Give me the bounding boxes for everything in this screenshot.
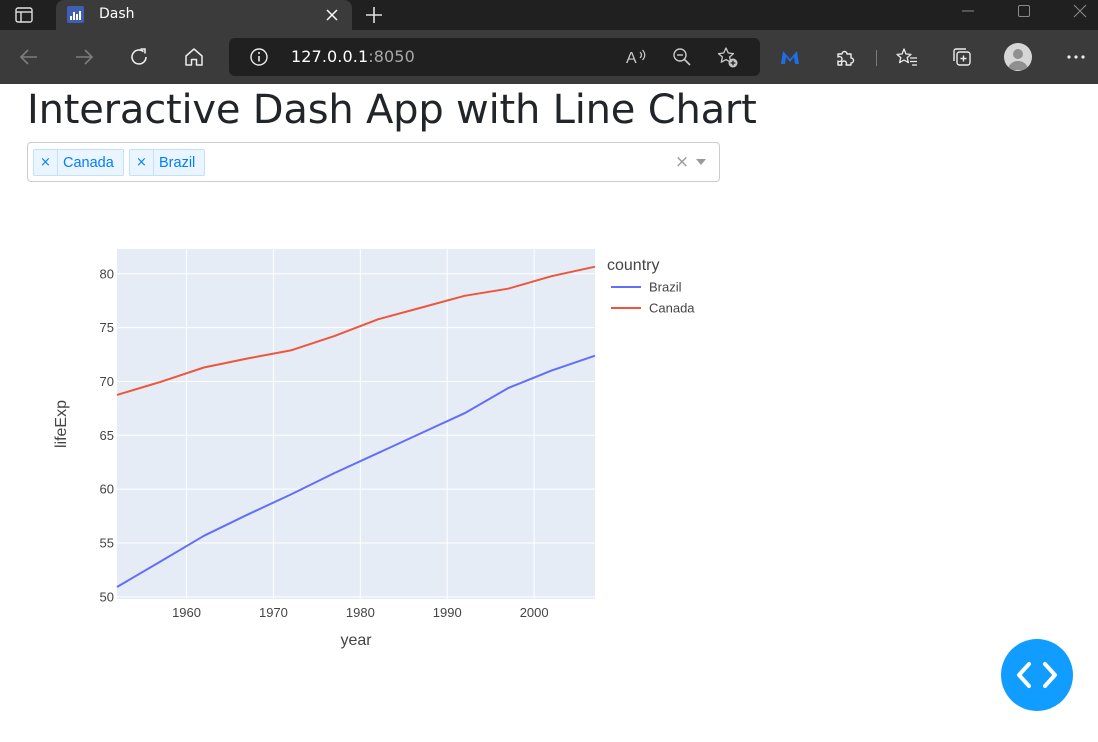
browser-tab-bar: Dash — [0, 0, 1098, 30]
chevron-down-icon[interactable] — [696, 159, 706, 165]
zoom-out-icon[interactable] — [667, 42, 697, 72]
plot-area — [117, 249, 595, 599]
toolbar-separator — [876, 50, 877, 66]
y-axis-title: lifeExp — [53, 400, 70, 448]
legend-item-brazil[interactable]: Brazil — [649, 280, 682, 295]
series-lines — [116, 265, 596, 588]
chip-label-canada: Canada — [63, 154, 114, 171]
series-line-canada[interactable] — [116, 265, 596, 396]
browser-toolbar: 127.0.0.1:8050 A — [0, 30, 1098, 84]
minimize-icon[interactable] — [948, 0, 988, 22]
avatar[interactable] — [1004, 43, 1032, 71]
refresh-icon[interactable] — [124, 42, 154, 72]
maximize-icon[interactable] — [1004, 0, 1044, 22]
address-bar[interactable]: 127.0.0.1:8050 A — [229, 38, 760, 76]
code-icon — [1017, 662, 1057, 688]
x-tick-label: 1970 — [259, 605, 288, 620]
back-arrow-icon[interactable] — [14, 42, 44, 72]
legend-title: country — [607, 257, 659, 274]
svg-text:A: A — [626, 50, 637, 67]
country-dropdown[interactable]: × Canada × Brazil × — [27, 142, 720, 182]
malwarebytes-icon[interactable] — [775, 42, 805, 72]
legend: country Brazil Canada — [607, 257, 695, 316]
y-tick-label: 55 — [100, 536, 114, 551]
chip-remove-brazil[interactable]: × — [130, 150, 154, 175]
add-favorite-icon[interactable] — [712, 42, 742, 72]
gridlines — [117, 249, 595, 599]
home-icon[interactable] — [179, 42, 209, 72]
y-tick-label: 65 — [100, 428, 114, 443]
window-close-icon[interactable] — [1060, 0, 1098, 22]
chip-remove-canada[interactable]: × — [34, 150, 58, 175]
puzzle-icon[interactable] — [830, 42, 860, 72]
y-tick-label: 50 — [100, 589, 114, 604]
chip-canada: × Canada — [33, 149, 124, 176]
x-tick-label: 2000 — [520, 605, 549, 620]
more-icon[interactable] — [1061, 42, 1091, 72]
info-icon[interactable] — [249, 47, 269, 67]
forward-arrow-icon[interactable] — [69, 42, 99, 72]
tab-actions-icon[interactable] — [8, 4, 40, 26]
y-tick-label: 75 — [100, 320, 114, 335]
legend-item-canada[interactable]: Canada — [649, 301, 695, 316]
y-tick-label: 70 — [100, 374, 114, 389]
plus-icon[interactable] — [362, 3, 386, 27]
y-tick-label: 80 — [100, 266, 114, 281]
x-axis-title: year — [340, 632, 372, 649]
read-aloud-icon[interactable]: A — [622, 42, 652, 72]
chip-brazil: × Brazil — [129, 149, 205, 176]
collections-icon[interactable] — [947, 42, 977, 72]
x-tick-label: 1960 — [172, 605, 201, 620]
browser-tab[interactable]: Dash — [56, 0, 352, 30]
chip-label-brazil: Brazil — [159, 154, 196, 171]
tick-labels: 50 55 60 65 70 75 80 1960 1970 1980 1990 2000 — [100, 266, 549, 620]
address-port: :8050 — [368, 47, 415, 66]
page-title: Interactive Dash App with Line Chart — [27, 87, 757, 133]
dash-favicon — [67, 6, 84, 23]
tab-title: Dash — [99, 6, 135, 22]
series-line-brazil[interactable] — [116, 354, 596, 588]
page-content: Interactive Dash App with Line Chart × C… — [0, 84, 1098, 742]
line-chart[interactable]: 50 55 60 65 70 75 80 1960 1970 1980 1990 2000 year … — [27, 219, 720, 669]
x-tick-label: 1980 — [346, 605, 375, 620]
dash-debug-button[interactable] — [1001, 639, 1073, 711]
favorites-icon[interactable] — [892, 42, 922, 72]
x-tick-label: 1990 — [433, 605, 462, 620]
y-tick-label: 60 — [100, 482, 114, 497]
address-host: 127.0.0.1 — [291, 47, 369, 66]
address-url[interactable]: 127.0.0.1:8050 — [291, 47, 415, 66]
close-icon[interactable] — [322, 5, 342, 25]
clear-all-icon[interactable]: × — [674, 152, 690, 172]
